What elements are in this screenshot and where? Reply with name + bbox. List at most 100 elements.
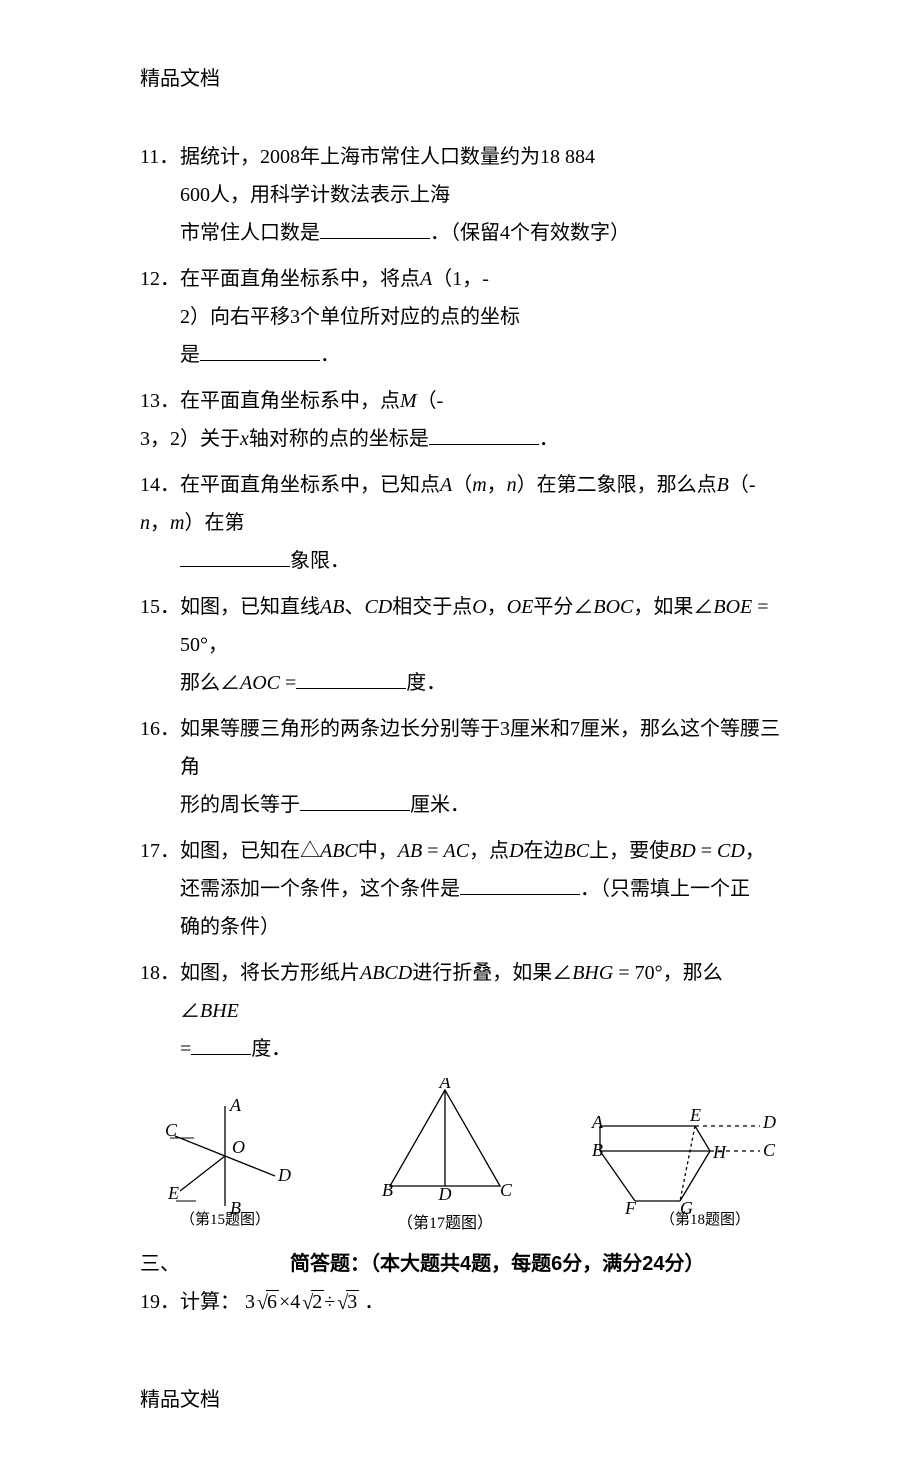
header: 精品文档 bbox=[140, 60, 780, 98]
svg-text:B: B bbox=[592, 1140, 603, 1160]
m-c1: 3 bbox=[245, 1291, 255, 1313]
m-end: ． bbox=[364, 1291, 384, 1313]
blank-14 bbox=[180, 546, 290, 567]
q18-l2a: = bbox=[180, 1038, 191, 1060]
svg-text:D: D bbox=[277, 1165, 291, 1185]
q11-l3a: 市常住人口数是 bbox=[180, 222, 320, 244]
m-op1: × bbox=[279, 1291, 290, 1313]
svg-text:C: C bbox=[500, 1180, 513, 1200]
q16-l2a: 形的周长等于 bbox=[180, 794, 300, 816]
q14-l2d: ）在第 bbox=[184, 512, 244, 534]
q15-l1f: O bbox=[472, 596, 486, 618]
qnum-18: 18． bbox=[140, 954, 180, 992]
q17-l1g: ，点 bbox=[469, 840, 509, 862]
q14-l1a: 在平面直角坐标系中，已知点 bbox=[180, 474, 440, 496]
page: 精品文档 11． 据统计，2008年上海市常住人口数量约为18 884 600人… bbox=[0, 0, 920, 1479]
question-16: 16． 如果等腰三角形的两条边长分别等于3厘米和7厘米，那么这个等腰三角 形的周… bbox=[140, 710, 780, 824]
q17-l1i: 在边 bbox=[524, 840, 564, 862]
q15-l1b: AB bbox=[320, 596, 344, 618]
svg-text:C: C bbox=[165, 1120, 178, 1140]
q11-line3: 市常住人口数是．（保留4个有效数字） bbox=[140, 214, 780, 252]
q15-l2b: AOC bbox=[240, 672, 280, 694]
figure-17: A B C D （第17题图） （第17题图） bbox=[360, 1078, 530, 1239]
svg-text:A: A bbox=[591, 1112, 604, 1132]
q13-l2b: x bbox=[240, 428, 249, 450]
q15-l1i: 平分∠ bbox=[533, 596, 593, 618]
q15-l2a: 那么∠ bbox=[180, 672, 240, 694]
q12-l1a: 在平面直角坐标系中，将点 bbox=[180, 268, 420, 290]
question-12: 12． 在平面直角坐标系中，将点A（1，- 2）向右平移3个单位所对应的点的坐标… bbox=[140, 260, 780, 374]
q12-l1c: （1，- bbox=[432, 268, 489, 290]
svg-text:H: H bbox=[712, 1142, 727, 1162]
q19-body: 计算： 36×42÷3 ． bbox=[180, 1283, 780, 1321]
q14-l1h: B bbox=[717, 474, 729, 496]
q18-l1: 如图，将长方形纸片ABCD进行折叠，如果∠BHG = 70°，那么∠BHE bbox=[180, 954, 780, 1030]
question-17: 17． 如图，已知在△ABC中，AB = AC，点D在边BC上，要使BD = C… bbox=[140, 832, 780, 946]
section-3-title: 简答题：（本大题共4题，每题6分，满分24分） bbox=[290, 1245, 780, 1283]
svg-text:C: C bbox=[763, 1140, 776, 1160]
q15-l1e: 相交于点 bbox=[392, 596, 472, 618]
q17-l1c: 中， bbox=[358, 840, 398, 862]
svg-text:E: E bbox=[167, 1183, 179, 1203]
q13-l2: 3，2）关于x轴对称的点的坐标是． bbox=[140, 420, 780, 458]
section-3-line: 三、 简答题：（本大题共4题，每题6分，满分24分） bbox=[140, 1245, 780, 1283]
svg-text:D: D bbox=[762, 1112, 776, 1132]
blank-18 bbox=[191, 1034, 251, 1055]
blank-11 bbox=[320, 218, 430, 239]
svg-text:（第15题图）: （第15题图） bbox=[180, 1210, 270, 1226]
q14-l3: 象限． bbox=[140, 542, 780, 580]
q14-l2a: n bbox=[140, 512, 150, 534]
q13-l2d: ． bbox=[539, 428, 559, 450]
q15-l2d: 度． bbox=[406, 672, 446, 694]
q17-l3: 确的条件） bbox=[140, 908, 780, 946]
q17-l1e: = bbox=[422, 840, 443, 862]
qnum-11: 11． bbox=[140, 138, 180, 176]
q11-line2: 600人，用科学计数法表示上海 bbox=[140, 176, 780, 214]
section-3-left: 三、 bbox=[140, 1245, 290, 1283]
q13-l1: 在平面直角坐标系中，点M（- bbox=[180, 382, 780, 420]
qbody-11: 据统计，2008年上海市常住人口数量约为18 884 bbox=[180, 138, 780, 176]
question-13: 13． 在平面直角坐标系中，点M（- 3，2）关于x轴对称的点的坐标是． bbox=[140, 382, 780, 458]
q17-l1d: AB bbox=[398, 840, 422, 862]
q17-l1k: 上，要使 bbox=[589, 840, 669, 862]
q18-l2: = 度． bbox=[140, 1030, 780, 1068]
question-15: 15． 如图，已知直线AB、CD相交于点O，OE平分∠BOC，如果∠BOE = … bbox=[140, 588, 780, 702]
q17-l1: 如图，已知在△ABC中，AB = AC，点D在边BC上，要使BD = CD， bbox=[180, 832, 780, 870]
svg-text:A: A bbox=[439, 1078, 452, 1092]
q13-l1b: M bbox=[400, 390, 417, 412]
m-c2: 4 bbox=[290, 1291, 300, 1313]
q13-l2c: 轴对称的点的坐标是 bbox=[249, 428, 429, 450]
q13-l1a: 在平面直角坐标系中，点 bbox=[180, 390, 400, 412]
q17-l1m: = bbox=[696, 840, 717, 862]
q17-l1a: 如图，已知在△ bbox=[180, 840, 320, 862]
svg-text:E: E bbox=[689, 1105, 701, 1125]
svg-text:F: F bbox=[624, 1198, 637, 1218]
question-14: 14． 在平面直角坐标系中，已知点A（m，n）在第二象限，那么点B（- n，m）… bbox=[140, 466, 780, 580]
q15-l1: 如图，已知直线AB、CD相交于点O，OE平分∠BOC，如果∠BOE = 50°， bbox=[180, 588, 780, 664]
q15-l1g: ， bbox=[487, 596, 507, 618]
svg-text:B: B bbox=[382, 1180, 393, 1200]
q15-l1c: 、 bbox=[344, 596, 364, 618]
q15-l2: 那么∠AOC =度． bbox=[140, 664, 780, 702]
q14-l1: 在平面直角坐标系中，已知点A（m，n）在第二象限，那么点B（- bbox=[180, 466, 780, 504]
q17-l2a: 还需添加一个条件，这个条件是 bbox=[180, 878, 460, 900]
figure-17-cap: （第17题图） bbox=[360, 1209, 530, 1239]
q15-l1h: OE bbox=[507, 596, 534, 618]
qnum-19: 19． bbox=[140, 1283, 180, 1321]
q14-l1f: n bbox=[507, 474, 517, 496]
q17-l1o: ， bbox=[745, 840, 765, 862]
blank-12 bbox=[200, 340, 320, 361]
figure-18-svg: A D E B C H F G （第18题图） bbox=[580, 1096, 780, 1226]
q12-l1b: A bbox=[420, 268, 432, 290]
m-op2: ÷ bbox=[324, 1291, 335, 1313]
q19-text: 计算： bbox=[180, 1291, 240, 1313]
svg-text:（第18题图）: （第18题图） bbox=[660, 1210, 750, 1226]
q18-l1d: BHG bbox=[572, 962, 613, 984]
svg-text:O: O bbox=[232, 1137, 245, 1157]
q15-l1k: ，如果∠ bbox=[633, 596, 713, 618]
q15-l1l: BOE bbox=[713, 596, 752, 618]
svg-text:D: D bbox=[438, 1184, 452, 1204]
q16-l2: 形的周长等于厘米． bbox=[140, 786, 780, 824]
q18-l2b: 度． bbox=[251, 1038, 291, 1060]
blank-16 bbox=[300, 790, 410, 811]
